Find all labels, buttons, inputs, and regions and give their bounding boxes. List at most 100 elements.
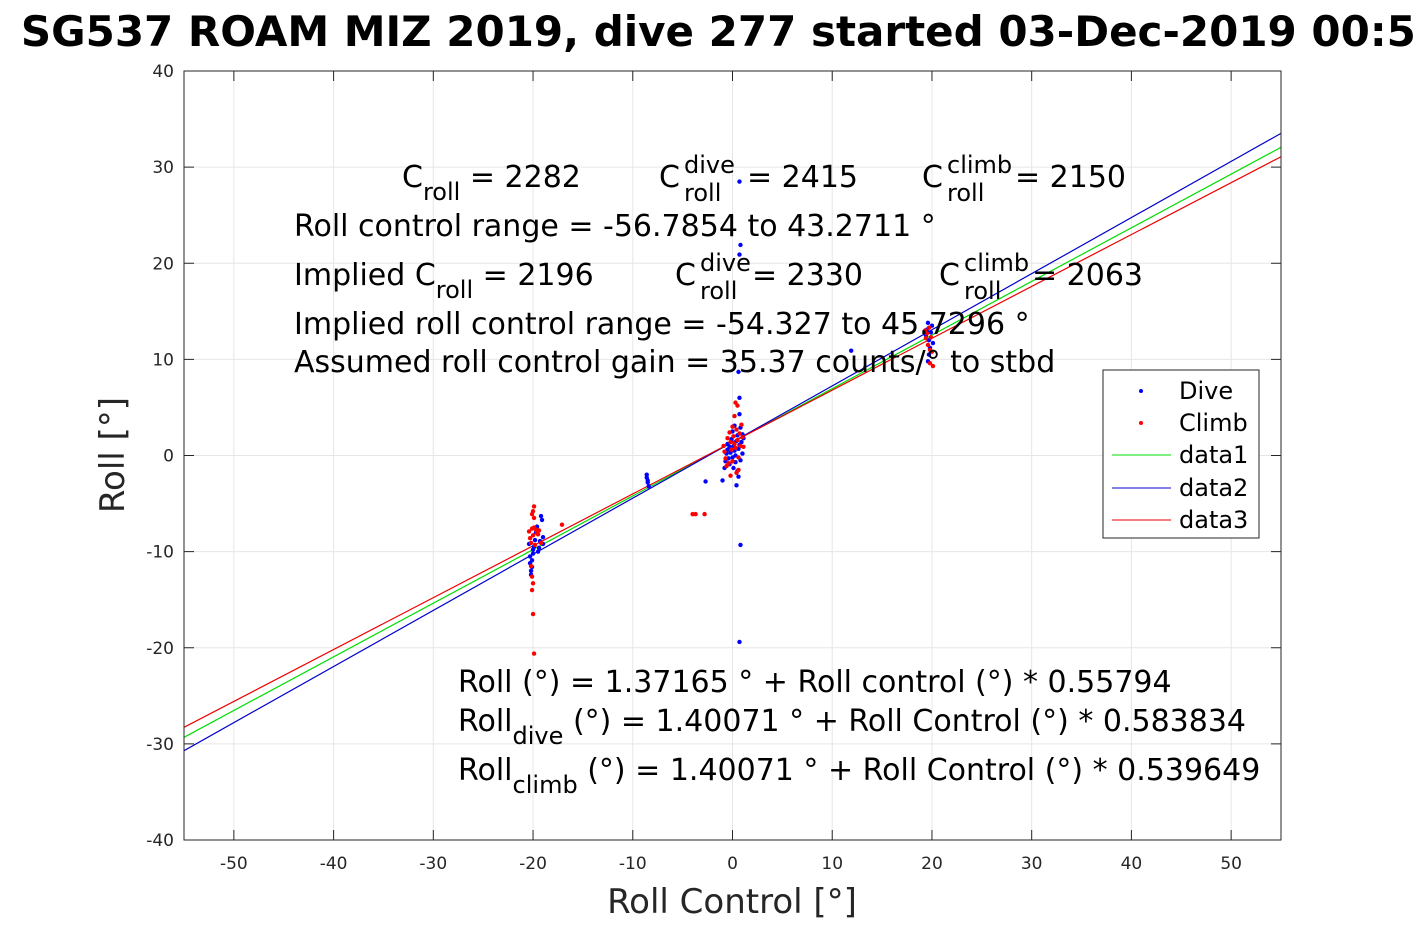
climb-point xyxy=(536,528,542,533)
annotation-implied-c-roll-dive: C xyxy=(675,258,696,293)
climb-point xyxy=(733,400,738,405)
x-tick-label: 40 xyxy=(1121,854,1143,874)
climb-point xyxy=(693,511,698,517)
climb-point xyxy=(735,437,740,443)
dive-point xyxy=(925,320,931,326)
dive-point xyxy=(738,242,743,248)
climb-point xyxy=(736,467,741,473)
climb-point xyxy=(530,611,536,617)
climb-point xyxy=(529,587,535,593)
climb-point xyxy=(924,331,930,336)
climb-point xyxy=(538,540,544,546)
dive-point xyxy=(737,179,742,184)
x-tick-label: 20 xyxy=(921,854,943,874)
y-tick-label: -10 xyxy=(146,543,174,563)
dive-point xyxy=(527,554,533,559)
dive-point xyxy=(739,439,744,445)
climb-point xyxy=(723,456,728,461)
annotation-implied-c-roll-dive-sub: roll xyxy=(700,277,737,305)
dive-point xyxy=(926,352,932,357)
climb-point xyxy=(727,430,732,435)
climb-point xyxy=(535,532,541,537)
legend-data1-label: data1 xyxy=(1179,441,1248,469)
climb-point xyxy=(729,447,734,452)
annotation-c-roll-climb-sup: climb xyxy=(947,151,1012,179)
y-axis-label: Roll [°] xyxy=(93,397,133,513)
climb-point xyxy=(741,444,746,450)
x-tick-label: 50 xyxy=(1220,854,1242,874)
annotation-implied-c-roll: Implied Croll = 2196 xyxy=(294,258,594,304)
x-tick-label: -20 xyxy=(519,854,547,874)
climb-point xyxy=(702,511,707,517)
climb-point xyxy=(531,515,537,521)
x-axis-label: Roll Control [°] xyxy=(607,882,857,922)
climb-point xyxy=(730,424,735,429)
annotation-c-roll-dive-sub: roll xyxy=(684,179,721,207)
legend-climb-label: Climb xyxy=(1179,409,1248,437)
climb-point xyxy=(527,535,533,541)
dive-point xyxy=(540,535,546,540)
dive-point xyxy=(928,330,934,335)
dive-point xyxy=(736,474,741,479)
climb-point xyxy=(930,363,936,369)
climb-point xyxy=(730,459,735,464)
legend-data2-label: data2 xyxy=(1179,474,1248,502)
y-tick-label: -40 xyxy=(146,831,174,851)
climb-point xyxy=(728,473,733,478)
climb-point xyxy=(928,335,934,340)
climb-point xyxy=(739,422,744,427)
y-tick-label: -20 xyxy=(146,639,174,659)
annotation-implied-c-roll-climb-sub: roll xyxy=(964,277,1001,305)
climb-point xyxy=(529,574,535,579)
legend-data3-label: data3 xyxy=(1179,506,1248,534)
annotation-fit-climb: Rollclimb (°) = 1.40071 ° + Roll Control… xyxy=(458,753,1260,799)
dive-point xyxy=(731,465,736,471)
chart-title: SG537 ROAM MIZ 2019, dive 277 started 03… xyxy=(21,7,1417,56)
climb-point xyxy=(528,563,534,569)
annotation-implied-c-roll-dive-sup: dive xyxy=(700,249,751,277)
legend-dive-label: Dive xyxy=(1179,377,1233,405)
dive-point xyxy=(538,513,544,519)
climb-point xyxy=(725,435,730,441)
annotation-implied-range: Implied roll control range = -54.327 to … xyxy=(294,307,1030,342)
dive-point xyxy=(734,483,739,488)
dive-point xyxy=(703,479,708,484)
climb-point xyxy=(926,325,932,330)
x-tick-label: -50 xyxy=(220,854,248,874)
climb-point xyxy=(732,441,737,447)
x-tick-label: 0 xyxy=(727,854,738,874)
x-tick-label: 30 xyxy=(1021,854,1043,874)
annotation-fit-dive: Rolldive (°) = 1.40071 ° + Roll Control … xyxy=(458,704,1246,750)
climb-point xyxy=(732,413,737,419)
annotation-fit: Roll (°) = 1.37165 ° + Roll control (°) … xyxy=(458,665,1172,700)
y-tick-label: 20 xyxy=(152,254,174,274)
climb-point xyxy=(733,445,738,451)
dive-point xyxy=(737,252,742,257)
dive-point xyxy=(736,369,741,375)
dive-point xyxy=(535,549,541,554)
legend-box xyxy=(1102,369,1260,539)
climb-point xyxy=(927,361,933,366)
dive-point xyxy=(646,484,651,489)
climb-point xyxy=(731,434,736,439)
climb-point xyxy=(728,439,733,445)
dive-point xyxy=(740,451,745,456)
climb-point xyxy=(721,443,726,449)
annotation-c-roll-climb-sub: roll xyxy=(947,179,984,207)
climb-point xyxy=(532,542,538,548)
climb-point xyxy=(737,431,742,436)
x-tick-label: -30 xyxy=(419,854,447,874)
annotation-implied-c-roll-climb: C xyxy=(939,258,960,293)
climb-point xyxy=(559,522,565,527)
dive-point xyxy=(529,558,535,563)
annotation-implied-c-roll-dive-value: = 2330 xyxy=(752,258,863,293)
climb-point xyxy=(734,427,739,432)
climb-point xyxy=(736,455,741,460)
y-tick-label: 30 xyxy=(152,158,174,178)
dive-point xyxy=(532,537,538,543)
y-tick-label: -30 xyxy=(146,735,174,755)
annotation-range: Roll control range = -56.7854 to 43.2711… xyxy=(294,209,936,244)
annotation-c-roll-climb-value: = 2150 xyxy=(1015,160,1126,195)
y-tick-label: 40 xyxy=(152,62,174,82)
